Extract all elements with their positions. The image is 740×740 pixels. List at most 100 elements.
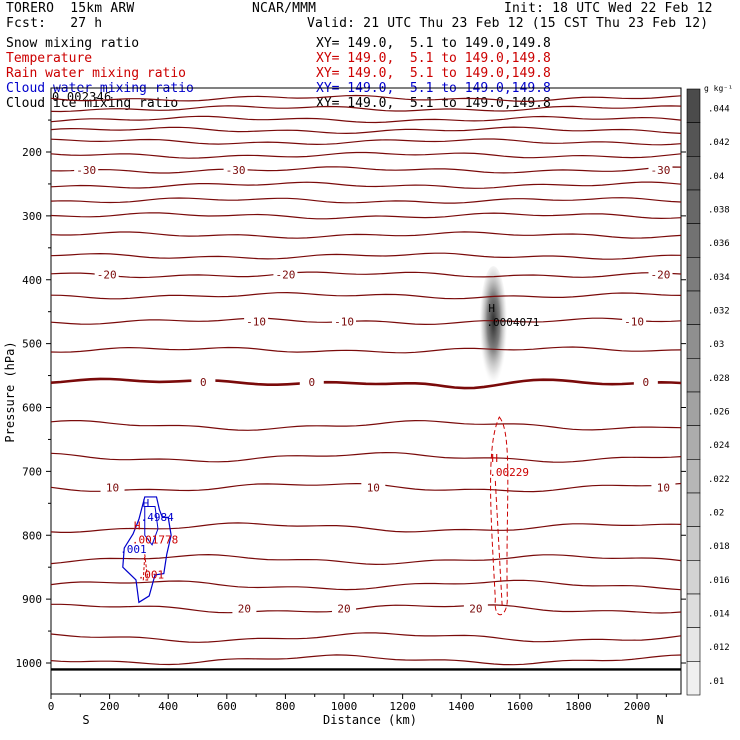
colorbar-label: .01: [708, 677, 724, 687]
y-tick-label: 400: [22, 274, 42, 287]
center-name: NCAR/MMM: [252, 1, 317, 16]
colorbar-label: .032: [708, 307, 730, 317]
y-tick-label: 800: [22, 529, 42, 542]
x-end-label-right: N: [656, 713, 663, 727]
max-value: .4984: [141, 511, 174, 524]
rain-contour: [494, 480, 503, 609]
legend-label: Temperature: [6, 51, 93, 66]
temperature-contour: [50, 419, 682, 431]
temperature-contour-label: 20: [469, 603, 482, 616]
x-end-label-left: S: [82, 713, 89, 727]
legend-label: Rain water mixing ratio: [6, 66, 187, 81]
colorbar-label: .034: [708, 273, 730, 283]
colorbar-label: .038: [708, 206, 730, 216]
colorbar-cell: [686, 358, 701, 393]
temperature-contour-label: -10: [246, 315, 266, 328]
contour-label-bg: [648, 268, 673, 282]
temperature-contour: [50, 522, 682, 533]
contour-label-bg: [299, 375, 324, 389]
legend-xy: XY= 149.0, 5.1 to 149.0,149.8: [316, 36, 551, 51]
colorbar-label: .028: [708, 374, 730, 384]
contour-label-bg: [361, 481, 386, 495]
x-tick-label: 0: [48, 700, 55, 713]
contour-label-bg: [223, 163, 248, 177]
y-tick-label: 300: [22, 210, 42, 223]
colorbar-cell: [686, 189, 701, 224]
temperature-contour-label: -20: [651, 269, 671, 282]
temperature-contour: [50, 231, 682, 239]
y-tick-label: 200: [22, 146, 42, 159]
temperature-contour: [50, 181, 682, 189]
max-marker: H: [143, 497, 150, 510]
colorbar-cell: [686, 88, 701, 123]
contour-label-bg: [651, 481, 676, 495]
model-title: TORERO 15km ARW: [6, 1, 135, 16]
y-tick-label: 900: [22, 593, 42, 606]
temperature-contour: [50, 166, 682, 174]
forecast-hour: Fcst: 27 h: [6, 16, 103, 31]
max-value: .0004071: [486, 316, 539, 329]
contour-label-bg: [100, 481, 125, 495]
colorbar-label: .02: [708, 509, 724, 519]
temperature-contour-label: 10: [657, 481, 670, 494]
y-tick-label: 700: [22, 465, 42, 478]
cloud-water-contour: [144, 506, 159, 546]
colorbar-cell: [686, 492, 701, 527]
temperature-contour: [51, 603, 682, 614]
init-time: Init: 18 UTC Wed 22 Feb 12: [504, 1, 713, 16]
temperature-contour-label: -10: [334, 315, 354, 328]
temperature-contour: [50, 482, 682, 493]
y-tick-label: 1000: [16, 657, 43, 670]
max-value: .00229: [489, 466, 529, 479]
max-marker: H: [488, 302, 495, 315]
temperature-contour: [50, 115, 682, 124]
temperature-contour-label: -20: [275, 269, 295, 282]
x-tick-label: 1800: [565, 700, 592, 713]
contour-label-bg: [622, 315, 647, 329]
y-tick-label: 600: [22, 402, 42, 415]
temperature-contour-label: 0: [308, 376, 315, 389]
temperature-contour-label: 0: [643, 376, 650, 389]
temperature-contour: [50, 212, 682, 220]
temperature-contour-label: -10: [624, 315, 644, 328]
x-tick-label: 1200: [389, 700, 416, 713]
colorbar-label: .024: [708, 441, 730, 451]
colorbar-label: .036: [708, 239, 730, 249]
legend-label: Snow mixing ratio: [6, 36, 140, 51]
colorbar-cell: [686, 391, 701, 426]
temperature-contour-label: 20: [337, 603, 350, 616]
colorbar-label: .016: [708, 576, 730, 586]
temperature-contour-label: -30: [76, 164, 96, 177]
temperature-contour: [50, 346, 682, 354]
colorbar-cell: [686, 122, 701, 157]
contour-label-bg: [273, 268, 298, 282]
colorbar-cell: [686, 560, 701, 595]
cloud-ice-shading: [479, 266, 508, 391]
temperature-contour-label: 20: [238, 603, 251, 616]
colorbar-label: .012: [708, 643, 730, 653]
temperature-contour-label: 10: [106, 481, 119, 494]
contour-label-bg: [463, 602, 488, 616]
colorbar-cell: [686, 526, 701, 561]
temperature-contour: [50, 271, 682, 279]
x-tick-label: 200: [100, 700, 120, 713]
y-axis-label: Pressure (hPa): [3, 341, 17, 442]
colorbar-cell: [686, 324, 701, 359]
max-marker: H: [134, 519, 141, 532]
colorbar-cell: [686, 223, 701, 258]
legend-xy: XY= 149.0, 5.1 to 149.0,149.8: [316, 51, 551, 66]
cloud-water-contour: [122, 496, 172, 604]
colorbar-cell: [686, 593, 701, 628]
temperature-contour: [50, 138, 682, 146]
x-tick-label: 1400: [448, 700, 475, 713]
rain-contour: [142, 554, 149, 581]
contour-label-bg: [332, 315, 357, 329]
colorbar-cell: [686, 661, 701, 696]
x-tick-label: 600: [217, 700, 237, 713]
max-marker: H: [491, 452, 498, 465]
colorbar-cell: [686, 290, 701, 325]
legend-xy: XY= 149.0, 5.1 to 149.0,149.8: [316, 96, 551, 111]
colorbar-label: .026: [708, 408, 730, 418]
temperature-contour-label: 10: [367, 481, 380, 494]
